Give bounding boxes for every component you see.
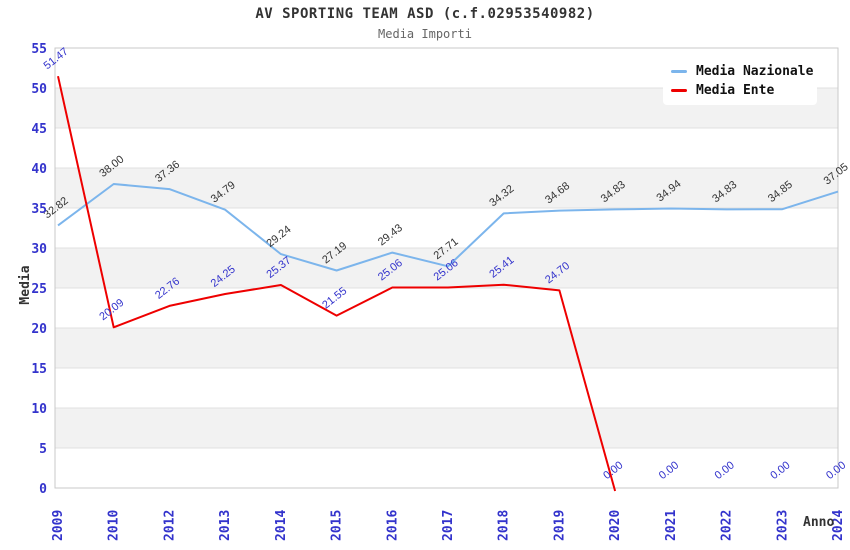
x-tick-label: 2016 bbox=[385, 510, 400, 541]
y-tick-label: 40 bbox=[31, 162, 47, 177]
x-tick-label: 2021 bbox=[664, 510, 679, 541]
x-tick-label: 2010 bbox=[107, 510, 122, 541]
y-tick-label: 55 bbox=[31, 42, 47, 57]
y-tick-label: 50 bbox=[31, 82, 47, 97]
y-tick-label: 35 bbox=[31, 202, 47, 217]
y-tick-label: 20 bbox=[31, 322, 47, 337]
data-label: 21.55 bbox=[320, 285, 349, 311]
x-tick-label: 2013 bbox=[218, 510, 233, 541]
legend-item-media-nazionale[interactable]: Media Nazionale bbox=[671, 64, 817, 79]
plot-band bbox=[55, 248, 838, 288]
data-label: 0.00 bbox=[713, 459, 737, 482]
chart-title: AV SPORTING TEAM ASD (c.f.02953540982) bbox=[255, 6, 595, 22]
x-tick-label: 2009 bbox=[51, 510, 66, 541]
series-line-media-ente bbox=[57, 75, 617, 492]
data-label: 0.00 bbox=[824, 459, 848, 482]
y-tick-label: 45 bbox=[31, 122, 47, 137]
x-axis-title: Anno bbox=[803, 515, 835, 530]
legend-item-media-ente[interactable]: Media Ente bbox=[671, 83, 817, 98]
x-tick-label: 2024 bbox=[831, 510, 846, 541]
plot-border bbox=[54, 47, 839, 489]
data-label: 29.24 bbox=[264, 224, 293, 250]
y-tick-label: 0 bbox=[39, 482, 47, 497]
data-label: 0.00 bbox=[657, 459, 681, 482]
series-line-media-nazionale bbox=[57, 183, 839, 272]
data-label: 0.00 bbox=[768, 459, 792, 482]
y-tick-label: 5 bbox=[39, 442, 47, 457]
legend-label: Media Nazionale bbox=[696, 64, 814, 79]
x-tick-label: 2012 bbox=[162, 510, 177, 541]
y-tick-label: 10 bbox=[31, 402, 47, 417]
x-tick-label: 2018 bbox=[497, 510, 512, 541]
x-tick-label: 2022 bbox=[720, 510, 735, 541]
y-tick-label: 30 bbox=[31, 242, 47, 257]
data-label: 29.43 bbox=[376, 222, 405, 248]
plot-band bbox=[55, 168, 838, 208]
x-tick-label: 2020 bbox=[608, 510, 623, 541]
legend-line-swatch-nazionale bbox=[671, 70, 687, 73]
x-tick-label: 2017 bbox=[441, 510, 456, 541]
data-label: 0.00 bbox=[601, 459, 625, 482]
x-tick-label: 2023 bbox=[775, 510, 790, 541]
legend-label: Media Ente bbox=[696, 83, 775, 98]
y-axis-title: Media bbox=[18, 265, 33, 305]
chart-subtitle: Media Importi bbox=[378, 27, 472, 41]
plot-band bbox=[55, 328, 838, 368]
x-tick-label: 2019 bbox=[552, 510, 567, 541]
legend: Media Nazionale Media Ente bbox=[663, 57, 817, 105]
legend-line-swatch-ente bbox=[671, 89, 687, 92]
y-tick-label: 15 bbox=[31, 362, 47, 377]
x-tick-label: 2015 bbox=[330, 510, 345, 541]
y-tick-label: 25 bbox=[31, 282, 47, 297]
plot-band bbox=[55, 408, 838, 448]
x-tick-label: 2014 bbox=[274, 510, 289, 541]
